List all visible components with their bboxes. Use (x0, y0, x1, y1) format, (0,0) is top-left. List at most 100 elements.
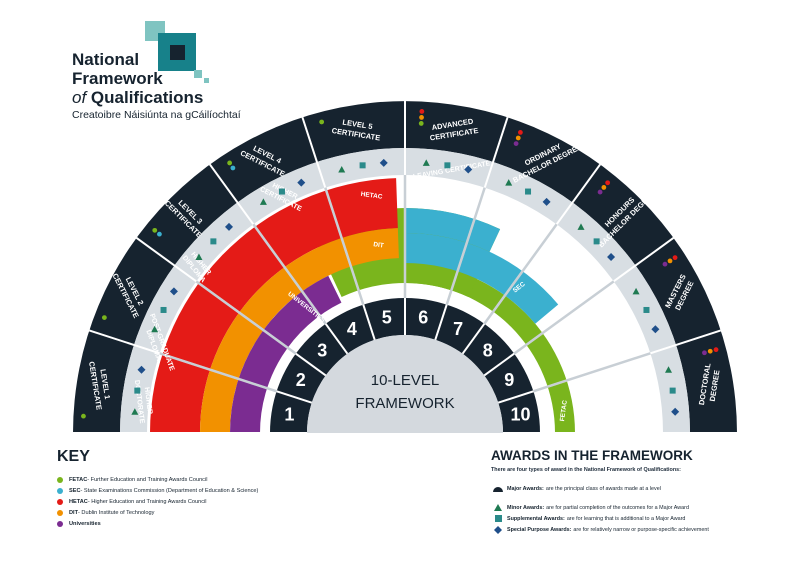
award-type-name: Special Purpose Awards: (507, 526, 572, 533)
awarding-body-dot (227, 160, 233, 166)
supplemental-award-icon (669, 387, 676, 394)
minor-award-icon (151, 325, 159, 333)
key-item-desc: - Dublin Institute of Technology (78, 509, 155, 516)
key-item-name: DIT (69, 509, 79, 516)
award-type-name: Major Awards: (507, 485, 544, 492)
awarding-body-dot (702, 350, 707, 356)
logo-of: of (72, 88, 87, 107)
center-title-line-2: FRAMEWORK (355, 395, 454, 412)
awards-list: Major Awards: are the principal class of … (491, 483, 781, 535)
inner-label-text: HIGHER (143, 387, 153, 415)
supplemental-award-icon (160, 306, 167, 313)
key-dot-icon (57, 476, 63, 483)
awarding-body-dot (419, 115, 424, 120)
award-type-item: Minor Awards: are for partial completion … (491, 502, 781, 513)
awards-title: AWARDS IN THE FRAMEWORK (491, 448, 693, 463)
key-item-desc: - Further Education and Training Awards … (87, 476, 208, 483)
band-label-fetac: FETAC (559, 400, 569, 422)
center-title-line-1: 10-LEVEL (371, 372, 439, 389)
awarding-body-dot (707, 348, 713, 354)
award-type-desc: are the principal class of awards made a… (545, 485, 661, 492)
minor-award-icon (665, 366, 673, 373)
awarding-body-dot (713, 347, 719, 353)
inner-spoke-7 (483, 223, 558, 325)
awarding-body-dot (517, 129, 523, 135)
key-item: HETAC - Higher Education and Training Aw… (57, 496, 437, 507)
key-item: DIT - Dublin Institute of Technology (57, 507, 437, 518)
level-number-ring (270, 298, 540, 433)
key-item-name: HETAC (69, 498, 88, 505)
level-number-4: 4 (347, 319, 357, 339)
supplemental-award-icon (643, 306, 650, 313)
logo-line-1: National (72, 50, 140, 69)
level-number-3: 3 (317, 340, 327, 360)
band-sec-3 (405, 208, 501, 252)
supplemental-award-icon (593, 238, 600, 245)
special-purpose-award-icon (464, 165, 473, 174)
awards-intro: There are four types of award in the Nat… (491, 467, 681, 473)
award-type-name: Supplemental Awards: (507, 515, 565, 522)
special-purpose-award-icon (224, 222, 233, 231)
special-purpose-award-icon (297, 178, 306, 187)
award-type-item: Special Purpose Awards: are for relativel… (491, 524, 781, 535)
level-number-6: 6 (418, 307, 428, 327)
key-item-name: SEC (69, 487, 81, 494)
band-hetac-4 (150, 178, 398, 433)
level-number-8: 8 (483, 340, 493, 360)
supplemental-award-icon (525, 188, 532, 195)
diamond-icon (491, 525, 505, 534)
awarding-body-dot (597, 189, 603, 195)
minor-award-icon (131, 408, 139, 415)
key-dot-icon (57, 509, 63, 516)
minor-award-icon (338, 165, 346, 173)
level-number-9: 9 (504, 370, 514, 390)
level-number-10: 10 (511, 405, 531, 425)
award-type-name: Minor Awards: (507, 504, 545, 511)
awarding-body-dot (157, 231, 162, 237)
minor-award-icon (577, 223, 585, 230)
key-item-name: Universities (69, 520, 101, 527)
awarding-body-dot (601, 185, 607, 190)
level-number-1: 1 (284, 405, 294, 425)
key-title: KEY (57, 448, 90, 465)
supplemental-award-icon (278, 188, 285, 195)
supplemental-award-icon (134, 387, 141, 394)
band-dit-5 (200, 228, 399, 433)
awarding-body-dot (662, 261, 668, 267)
key-item-name: FETAC (69, 476, 88, 483)
award-type-desc: are for relatively narrow or purpose-spe… (573, 526, 709, 533)
logo-line-3: of Qualifications (72, 88, 203, 107)
key-item: Universities (57, 518, 437, 529)
band-label-hetac: HETAC (360, 191, 383, 201)
special-purpose-award-icon (607, 252, 616, 261)
logo-square-dark (170, 45, 185, 60)
awarding-body-dot (513, 141, 519, 146)
level-number-2: 2 (296, 370, 306, 390)
awarding-body-dot (605, 180, 611, 186)
inner-spoke-4 (324, 187, 365, 305)
special-purpose-award-icon (379, 158, 388, 167)
awards-section: AWARDS IN THE FRAMEWORK There are four t… (491, 448, 781, 535)
minor-award-icon (195, 253, 203, 260)
awarding-body-dot (152, 227, 158, 233)
inner-spoke-9 (533, 352, 651, 393)
center-disk (307, 335, 503, 433)
awarding-body-dot (419, 109, 425, 114)
key-item-desc: - State Examinations Commission (Departm… (80, 487, 259, 494)
logo-square-tiny (204, 78, 209, 83)
semicircle-icon (491, 486, 505, 492)
special-purpose-award-icon (137, 365, 146, 374)
award-type-item: Major Awards: are the principal class of … (491, 483, 781, 494)
key-list: FETAC - Further Education and Training A… (57, 474, 437, 529)
key-dot-icon (57, 498, 63, 505)
logo-qualifications: Qualifications (86, 88, 204, 107)
triangle-icon (491, 504, 505, 511)
supplemental-award-icon (359, 162, 366, 169)
band-sec-2 (405, 233, 559, 324)
special-purpose-award-icon (542, 197, 551, 206)
minor-award-icon (505, 179, 513, 186)
outer-award-ring (73, 101, 737, 433)
square-icon (491, 515, 505, 522)
inner-spoke-6 (445, 187, 486, 305)
